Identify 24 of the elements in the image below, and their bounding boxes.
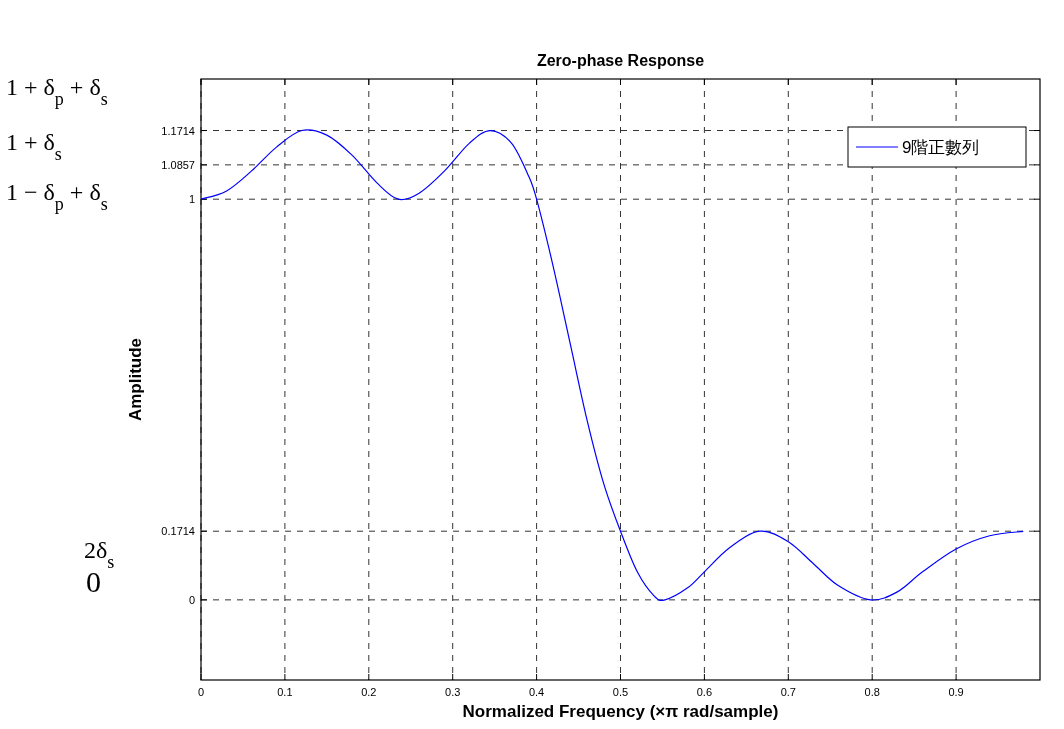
- y-tick-label: 0: [188, 593, 195, 606]
- x-tick-label: 0.5: [612, 686, 629, 698]
- legend: 9階正數列: [847, 126, 1027, 168]
- x-axis-title: Normalized Frequency (×π rad/sample): [462, 702, 779, 721]
- x-tick-label: 0: [197, 686, 205, 698]
- x-tick-label: 0.9: [948, 686, 964, 698]
- x-tick-label: 0.6: [696, 686, 713, 698]
- text: 1 − δ$_{p}$ + δ$_{s}$: [6, 179, 108, 214]
- legend-label: 9階正數列: [902, 138, 980, 157]
- y-axis-title: Amplitude: [126, 337, 145, 422]
- text: 1 + δ$_{p}$ + δ$_{s}$: [6, 74, 108, 109]
- y-tick-label: 1: [188, 193, 195, 206]
- y-tick-label: 0.1714: [161, 525, 195, 538]
- x-tick-label: 0.8: [864, 686, 880, 698]
- x-tick-label: 0.2: [361, 686, 377, 698]
- x-tick-label: 0.7: [780, 686, 796, 698]
- x-tick-label: 0.4: [528, 686, 545, 698]
- line-series: [200, 129, 1024, 601]
- x-tick-label: 0.1: [277, 686, 293, 698]
- text: 1 + δ$_{s}$: [6, 129, 62, 164]
- chart-title: Zero-phase Response: [536, 52, 705, 69]
- y-tick-label: 1.0857: [161, 158, 195, 171]
- y-tick-label: 1.1714: [161, 124, 195, 137]
- x-tick-label: 0.3: [445, 686, 461, 698]
